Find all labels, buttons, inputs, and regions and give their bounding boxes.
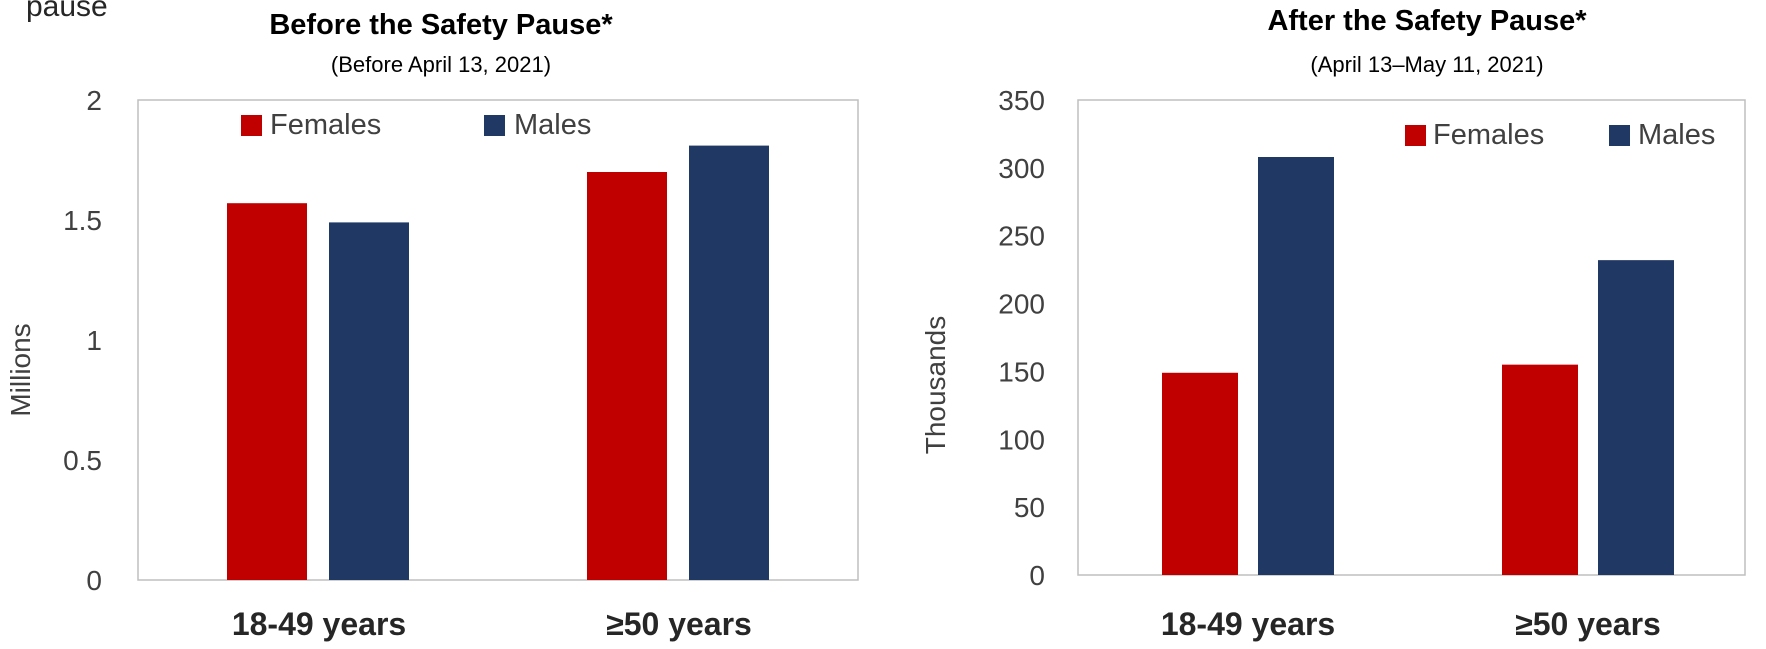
- bar-females-18-49: [227, 203, 307, 580]
- x-category-label: 18-49 years: [232, 606, 406, 642]
- bar-males-18-49: [329, 222, 409, 580]
- bar-males-50-plus: [1598, 260, 1674, 575]
- legend-swatch-males: [484, 115, 505, 136]
- y-tick-label: 0: [86, 565, 102, 596]
- chart-title: Before the Safety Pause*: [269, 9, 613, 41]
- bar-males-50-plus: [689, 145, 769, 580]
- top-text-fragment: pause: [26, 0, 108, 23]
- legend-label-females: Females: [1433, 119, 1544, 151]
- plot-area: [1077, 99, 1746, 576]
- legend-swatch-females: [1405, 125, 1426, 146]
- y-tick-label: 1.5: [63, 205, 102, 236]
- plot-area: [137, 99, 859, 581]
- y-tick-label: 250: [998, 221, 1045, 252]
- y-tick-label: 1: [86, 325, 102, 356]
- legend-swatch-females: [241, 115, 262, 136]
- chart-title: After the Safety Pause*: [1267, 5, 1587, 37]
- bar-males-18-49: [1258, 157, 1334, 575]
- y-tick-label: 0: [1029, 560, 1045, 591]
- y-tick-label: 0.5: [63, 445, 102, 476]
- bar-females-50-plus: [1502, 364, 1578, 575]
- y-axis-label: Millions: [5, 323, 36, 416]
- chart-subtitle: (Before April 13, 2021): [331, 52, 551, 77]
- chart-before-safety-pause: Before the Safety Pause* (Before April 13…: [5, 9, 859, 642]
- y-tick-label: 300: [998, 153, 1045, 184]
- legend-label-females: Females: [270, 109, 381, 141]
- y-tick-label: 200: [998, 289, 1045, 320]
- y-tick-label: 100: [998, 424, 1045, 455]
- y-tick-label: 50: [1014, 492, 1045, 523]
- y-tick-label: 150: [998, 356, 1045, 387]
- bar-females-18-49: [1162, 372, 1238, 575]
- legend-swatch-males: [1609, 125, 1630, 146]
- legend-label-males: Males: [1638, 119, 1715, 151]
- x-category-label: ≥50 years: [606, 606, 752, 642]
- x-category-label: 18-49 years: [1161, 606, 1335, 642]
- chart-subtitle: (April 13–May 11, 2021): [1310, 52, 1543, 77]
- bar-females-50-plus: [587, 172, 667, 580]
- y-axis-label: Thousands: [920, 316, 951, 455]
- x-category-label: ≥50 years: [1515, 606, 1661, 642]
- legend-label-males: Males: [514, 109, 591, 141]
- chart-after-safety-pause: After the Safety Pause* (April 13–May 11,…: [920, 5, 1746, 642]
- y-tick-label: 350: [998, 85, 1045, 116]
- y-tick-label: 2: [86, 85, 102, 116]
